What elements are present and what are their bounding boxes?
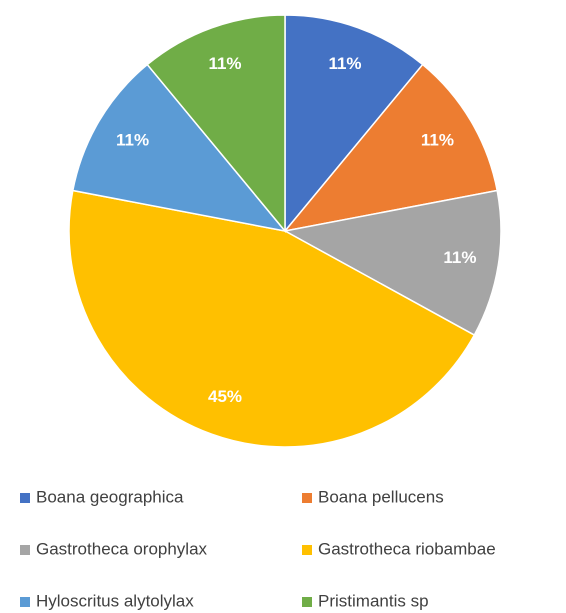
pie-slice: [284, 14, 424, 234]
legend-swatch: [20, 493, 30, 503]
legend-swatch: [302, 493, 312, 503]
legend-label: Boana pellucens: [318, 487, 444, 506]
legend-label: Gastrotheca riobambae: [318, 539, 496, 558]
legend-swatch: [302, 545, 312, 555]
pie-slice: [283, 63, 499, 233]
legend-label: Boana geographica: [36, 487, 184, 506]
pie-slice: [68, 189, 476, 448]
legend-label: Gastrotheca orophylax: [36, 539, 208, 558]
legend-label: Pristimantis sp: [318, 591, 429, 610]
data-label: 45%: [208, 387, 242, 406]
data-label: 11%: [116, 130, 149, 149]
legend-label: Hyloscritus alytolylax: [36, 591, 194, 610]
legend-swatch: [20, 597, 30, 607]
legend-swatch: [302, 597, 312, 607]
data-label: 11%: [208, 54, 241, 73]
legend-swatch: [20, 545, 30, 555]
pie-slice: [71, 63, 287, 233]
data-label: 11%: [421, 130, 454, 149]
pie-slice: [146, 14, 286, 234]
data-label: 11%: [328, 54, 361, 73]
data-label: 11%: [443, 248, 476, 267]
pie-slice: [282, 189, 502, 337]
